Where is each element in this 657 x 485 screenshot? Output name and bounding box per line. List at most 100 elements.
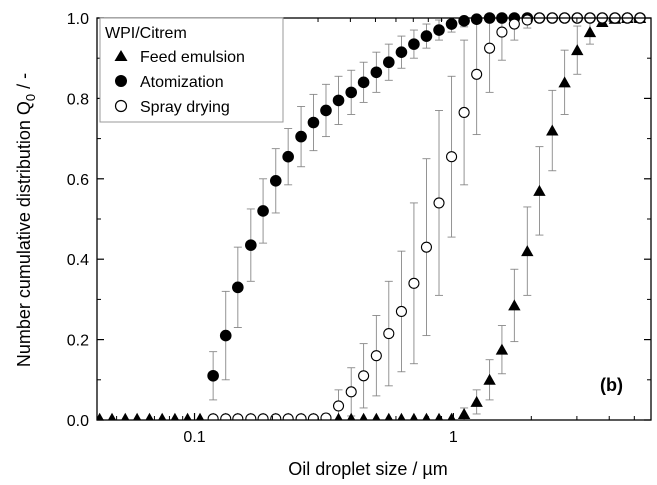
point-feed-emulsion — [183, 412, 192, 420]
point-spray-drying — [220, 413, 232, 420]
point-spray-drying — [245, 413, 257, 420]
point-feed-emulsion — [533, 184, 546, 196]
y-axis-title-subscript: 0 — [23, 94, 38, 101]
point-feed-emulsion — [546, 124, 559, 136]
point-spray-drying — [521, 14, 533, 26]
x-axis-title: Oil droplet size / µm — [288, 459, 447, 479]
point-feed-emulsion — [107, 412, 117, 420]
point-atomization — [370, 66, 383, 79]
point-spray-drying — [307, 413, 319, 420]
point-feed-emulsion — [558, 76, 571, 88]
point-atomization — [207, 369, 219, 382]
point-atomization — [332, 94, 345, 107]
point-feed-emulsion — [508, 299, 521, 311]
point-atomization — [295, 130, 307, 143]
point-spray-drying — [207, 413, 219, 420]
point-spray-drying — [471, 68, 483, 80]
point-feed-emulsion — [397, 412, 406, 420]
point-feed-emulsion — [347, 412, 356, 420]
legend-label-atomization: Atomization — [140, 74, 224, 91]
point-atomization — [420, 30, 433, 42]
point-feed-emulsion — [384, 412, 393, 420]
point-feed-emulsion — [434, 412, 444, 420]
point-spray-drying — [295, 413, 307, 420]
y-tick-label: 0.6 — [67, 172, 89, 189]
point-atomization — [395, 46, 408, 58]
point-feed-emulsion — [470, 395, 483, 407]
point-atomization — [219, 329, 232, 342]
point-atomization — [307, 116, 320, 129]
point-spray-drying — [358, 370, 370, 382]
point-atomization — [433, 24, 445, 36]
point-feed-emulsion — [495, 343, 509, 355]
legend-marker-feed-emulsion — [114, 50, 128, 61]
point-spray-drying — [458, 106, 470, 119]
point-feed-emulsion — [571, 44, 584, 56]
point-spray-drying — [332, 400, 345, 412]
point-feed-emulsion — [422, 412, 431, 420]
point-feed-emulsion — [121, 412, 130, 420]
point-spray-drying — [496, 26, 508, 38]
point-spray-drying — [484, 42, 496, 54]
y-axis-title-main: Number cumulative distribution Q — [14, 101, 34, 367]
point-atomization — [408, 38, 420, 50]
y-tick-label: 0.0 — [67, 413, 89, 430]
point-feed-emulsion — [372, 412, 381, 420]
legend-marker-atomization — [115, 75, 127, 87]
point-atomization — [232, 281, 244, 294]
point-feed-emulsion — [457, 407, 471, 419]
legend: WPI/Citrem Feed emulsion Atomization Spr… — [99, 17, 284, 123]
point-atomization — [357, 76, 370, 89]
y-tick-label: 0.4 — [67, 252, 89, 269]
legend-label-spray-drying: Spray drying — [140, 99, 230, 116]
point-spray-drying — [232, 413, 244, 420]
point-spray-drying — [370, 350, 382, 362]
y-tick-label: 1.0 — [67, 11, 89, 28]
x-tick-label: 1 — [449, 429, 458, 446]
point-spray-drying — [420, 241, 433, 253]
point-feed-emulsion — [97, 412, 104, 420]
y-axis-title: Number cumulative distribution Q0 / - — [14, 73, 38, 367]
x-tick-label: 0.1 — [183, 429, 205, 446]
y-tick-label: 0.8 — [67, 91, 89, 108]
point-spray-drying — [433, 197, 445, 209]
point-atomization — [445, 18, 458, 30]
point-feed-emulsion — [145, 412, 154, 420]
point-spray-drying — [257, 413, 269, 420]
point-atomization — [282, 150, 294, 163]
point-spray-drying — [508, 18, 520, 30]
legend-box — [99, 17, 284, 123]
point-atomization — [320, 104, 332, 117]
point-atomization — [382, 56, 395, 69]
point-feed-emulsion — [334, 412, 343, 420]
point-atomization — [470, 13, 483, 26]
point-spray-drying — [320, 412, 332, 420]
point-feed-emulsion — [170, 412, 179, 420]
point-atomization — [269, 175, 282, 187]
panel-label: (b) — [600, 375, 623, 395]
y-axis-title-suffix: / - — [14, 73, 34, 94]
point-atomization — [345, 86, 358, 99]
point-atomization — [245, 239, 257, 251]
point-feed-emulsion — [521, 245, 534, 257]
legend-marker-spray-drying — [114, 99, 128, 113]
point-spray-drying — [282, 413, 294, 420]
point-spray-drying — [395, 305, 407, 318]
point-feed-emulsion — [583, 26, 597, 38]
point-feed-emulsion — [447, 412, 456, 420]
y-tick-label: 0.2 — [67, 333, 89, 350]
plot-area — [97, 12, 647, 420]
point-feed-emulsion — [195, 412, 205, 420]
point-spray-drying — [408, 277, 420, 289]
point-feed-emulsion — [483, 373, 496, 385]
point-feed-emulsion — [409, 412, 418, 420]
point-atomization — [257, 205, 269, 217]
legend-label-feed-emulsion: Feed emulsion — [140, 49, 245, 66]
point-atomization — [458, 15, 470, 27]
point-spray-drying — [345, 386, 357, 398]
point-spray-drying — [446, 151, 458, 163]
point-feed-emulsion — [359, 412, 368, 420]
point-spray-drying — [383, 328, 395, 340]
legend-title: WPI/Citrem — [105, 25, 187, 42]
